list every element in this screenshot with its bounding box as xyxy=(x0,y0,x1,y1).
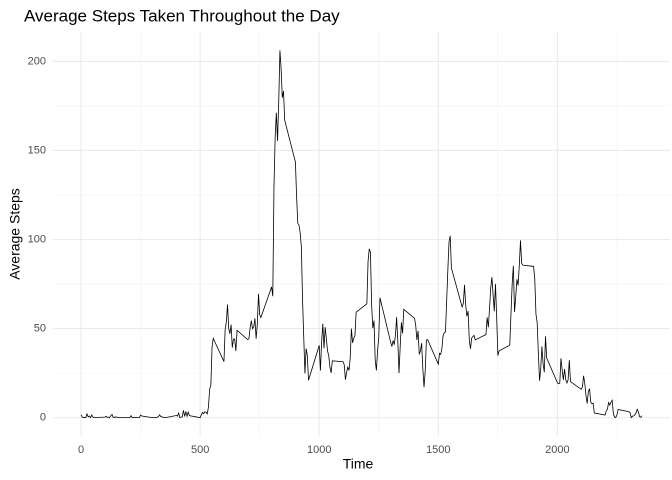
y-tick-label: 150 xyxy=(28,144,46,156)
x-tick-label: 1500 xyxy=(426,444,450,456)
x-tick-label: 0 xyxy=(78,444,84,456)
plot xyxy=(80,50,643,419)
y-tick-label: 50 xyxy=(34,322,46,334)
x-tick-label: 1000 xyxy=(307,444,331,456)
x-tick-label: 500 xyxy=(191,444,209,456)
y-tick-label: 100 xyxy=(28,233,46,245)
x-tick-label: 2000 xyxy=(545,444,569,456)
y-axis-label: Average Steps xyxy=(7,188,23,280)
grid xyxy=(53,32,670,436)
chart-title: Average Steps Taken Throughout the Day xyxy=(24,6,340,25)
y-tick-label: 200 xyxy=(28,55,46,67)
y-tick-label: 0 xyxy=(40,412,46,424)
data-line xyxy=(80,50,643,419)
x-axis-label: Time xyxy=(343,456,374,472)
